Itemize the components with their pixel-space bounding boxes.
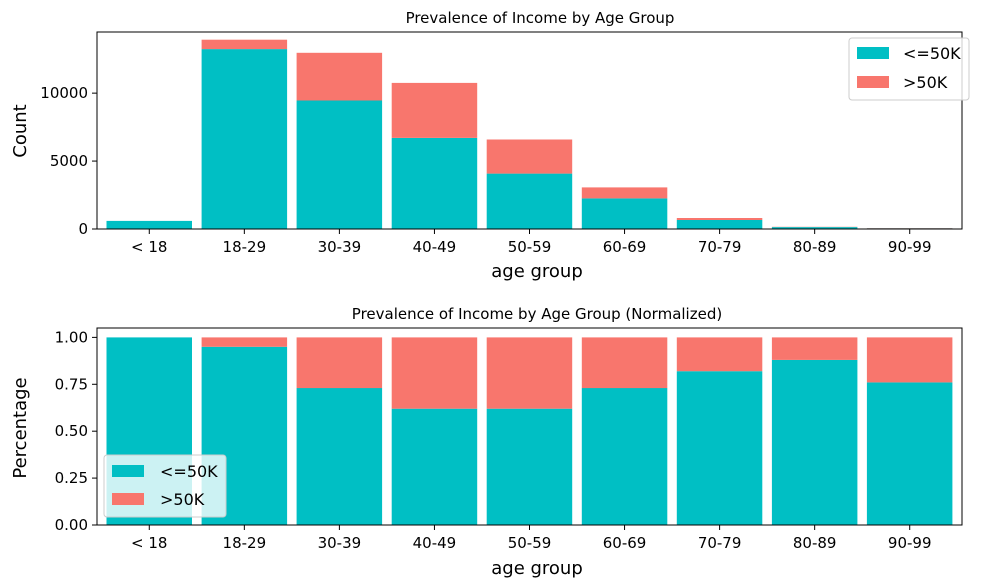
legend-label-gt50k: >50K: [903, 73, 948, 92]
x-ticks: < 18 18-29 30-39 40-49 50-59 60-69 70-79 80-89 9…: [131, 229, 932, 256]
y-tick-label: 0.50: [55, 422, 88, 440]
bar-le50k-5: [581, 388, 668, 525]
chart-title: Prevalence of Income by Age Group: [406, 9, 675, 27]
bar-le50k-6: [676, 220, 763, 229]
bars: [106, 39, 953, 229]
legend-swatch-gt50k: [857, 76, 889, 88]
x-tick-label: 18-29: [223, 238, 267, 256]
chart-title: Prevalence of Income by Age Group (Norma…: [352, 305, 722, 323]
x-tick-label: 90-99: [888, 534, 932, 552]
bar-le50k-4: [486, 408, 573, 525]
bar-le50k-4: [486, 173, 573, 229]
x-tick-label: 70-79: [698, 534, 742, 552]
y-tick-label: 10000: [40, 84, 88, 102]
legend-swatch-le50k: [112, 465, 144, 477]
bars: [106, 337, 953, 525]
bar-le50k-3: [391, 408, 478, 525]
x-tick-label: 30-39: [318, 534, 362, 552]
bar-gt50k-1: [201, 39, 288, 50]
legend-label-gt50k: >50K: [160, 490, 205, 509]
x-axis-label: age group: [491, 558, 583, 579]
x-tick-label: 40-49: [413, 238, 457, 256]
bar-gt50k-7: [771, 337, 858, 360]
y-tick-label: 0.00: [55, 516, 88, 534]
bar-gt50k-3: [391, 337, 478, 409]
bar-le50k-7: [771, 227, 858, 229]
legend-swatch-gt50k: [112, 493, 144, 505]
bar-gt50k-6: [676, 218, 763, 220]
percentage-chart: Prevalence of Income by Age Group (Norma…: [10, 305, 963, 579]
x-tick-label: 30-39: [318, 238, 362, 256]
x-tick-label: 70-79: [698, 238, 742, 256]
count-chart: Prevalence of Income by Age Group 0 5000 1…: [10, 9, 970, 282]
bar-le50k-7: [771, 359, 858, 525]
bar-gt50k-1: [201, 337, 288, 347]
bar-gt50k-4: [486, 337, 573, 409]
x-tick-label: < 18: [131, 534, 167, 552]
bar-gt50k-3: [391, 82, 478, 138]
bar-gt50k-6: [676, 337, 763, 372]
legend: <=50K >50K: [848, 37, 970, 101]
x-tick-label: 50-59: [508, 238, 552, 256]
bar-gt50k-2: [296, 337, 383, 389]
x-tick-label: 80-89: [793, 534, 837, 552]
y-tick-label: 5000: [50, 152, 88, 170]
legend: <=50K >50K: [103, 454, 227, 518]
x-tick-label: 50-59: [508, 534, 552, 552]
bar-gt50k-2: [296, 52, 383, 101]
x-tick-label: 18-29: [223, 534, 267, 552]
x-axis-label: age group: [491, 261, 583, 282]
x-tick-label: 80-89: [793, 238, 837, 256]
bar-le50k-3: [391, 138, 478, 229]
bar-le50k-1: [201, 49, 288, 229]
y-tick-label: 0.25: [55, 469, 88, 487]
y-axis-label: Percentage: [10, 377, 31, 478]
bar-gt50k-8: [866, 337, 953, 383]
x-ticks: < 18 18-29 30-39 40-49 50-59 60-69 70-79 80-89 9…: [131, 525, 932, 552]
bar-le50k-0: [106, 220, 192, 229]
bar-le50k-5: [581, 198, 668, 229]
bar-le50k-8: [866, 382, 953, 525]
bar-le50k-2: [296, 100, 383, 229]
bar-le50k-6: [676, 371, 763, 525]
x-tick-label: < 18: [131, 238, 167, 256]
bar-gt50k-5: [581, 337, 668, 389]
x-tick-label: 90-99: [888, 238, 932, 256]
bar-gt50k-5: [581, 187, 668, 199]
bar-le50k-2: [296, 388, 383, 525]
y-tick-label: 0: [78, 220, 88, 238]
legend-label-le50k: <=50K: [160, 462, 218, 481]
legend-swatch-le50k: [857, 47, 889, 59]
x-tick-label: 40-49: [413, 534, 457, 552]
bar-gt50k-4: [486, 139, 573, 174]
y-ticks: 0 5000 10000: [40, 84, 97, 238]
y-axis-label: Count: [10, 104, 31, 157]
x-tick-label: 60-69: [603, 238, 647, 256]
x-tick-label: 60-69: [603, 534, 647, 552]
y-tick-label: 0.75: [55, 375, 88, 393]
y-ticks: 0.00 0.25 0.50 0.75 1.00: [55, 328, 97, 534]
legend-label-le50k: <=50K: [903, 44, 961, 63]
y-tick-label: 1.00: [55, 328, 88, 346]
